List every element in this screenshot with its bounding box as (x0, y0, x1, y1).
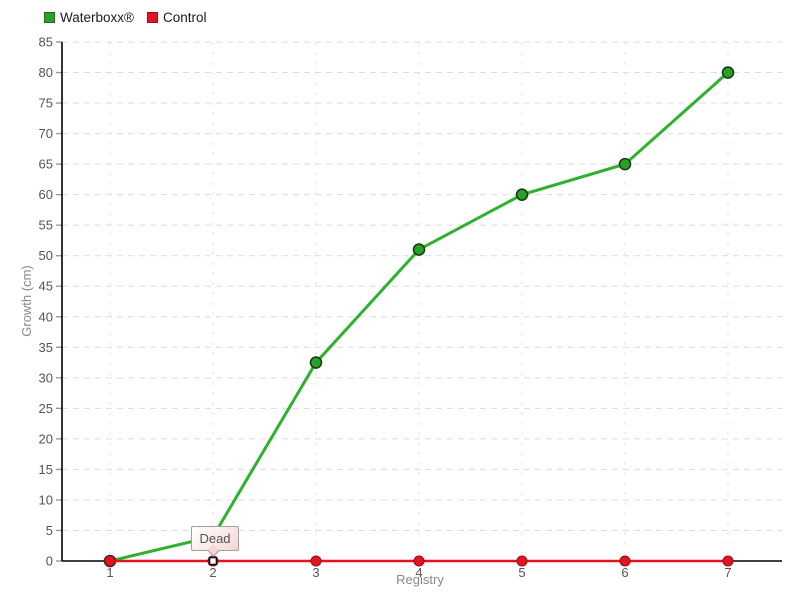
x-tick-label: 1 (106, 565, 113, 580)
y-tick-label: 10 (39, 492, 53, 507)
y-tick-label: 80 (39, 65, 53, 80)
y-tick-label: 25 (39, 401, 53, 416)
control-swatch-icon (146, 12, 158, 23)
y-tick-label: 85 (39, 35, 53, 50)
data-point-waterboxx-3[interactable] (309, 356, 323, 369)
data-point-waterboxx-7[interactable] (721, 66, 735, 79)
x-tick-label: 2 (209, 565, 216, 580)
y-tick-label: 5 (46, 523, 53, 538)
y-tick-label: 30 (39, 370, 53, 385)
data-point-control-5[interactable] (516, 555, 528, 567)
legend-item-waterboxx[interactable]: Waterboxx® (44, 10, 134, 25)
y-tick-label: 20 (39, 431, 53, 446)
x-axis-title: Registry (396, 572, 444, 587)
highlighted-point[interactable] (208, 556, 218, 566)
data-point-waterboxx-5[interactable] (515, 188, 529, 201)
y-tick-label: 15 (39, 462, 53, 477)
y-tick-label: 70 (39, 126, 53, 141)
x-tick-label: 7 (724, 565, 731, 580)
tooltip-text: Dead (199, 531, 231, 546)
legend-item-control[interactable]: Control (146, 10, 207, 25)
y-tick-label: 40 (39, 309, 53, 324)
legend-label-waterboxx: Waterboxx® (60, 10, 134, 25)
data-point-control-6[interactable] (619, 555, 631, 567)
y-tick-label: 55 (39, 218, 53, 233)
x-tick-label: 5 (518, 565, 525, 580)
waterboxx-swatch-icon (44, 12, 55, 23)
y-tick-label: 50 (39, 248, 53, 263)
y-tick-label: 45 (39, 279, 53, 294)
data-point-control-3[interactable] (310, 555, 322, 567)
y-tick-label: 60 (39, 187, 53, 202)
x-tick-label: 6 (621, 565, 628, 580)
data-point-control-7[interactable] (722, 555, 734, 567)
legend-label-control: Control (162, 10, 207, 25)
legend: Waterboxx® Control (44, 10, 207, 25)
x-tick-label: 3 (312, 565, 319, 580)
y-tick-label: 65 (39, 157, 53, 172)
data-point-waterboxx-4[interactable] (412, 243, 426, 256)
data-point-control-1[interactable] (104, 555, 116, 567)
data-point-waterboxx-6[interactable] (618, 157, 632, 171)
y-tick-label: 35 (39, 340, 53, 355)
y-tick-label: 75 (39, 96, 53, 111)
y-tick-label: 0 (46, 554, 53, 569)
x-tick-label: 4 (415, 565, 422, 580)
data-point-control-4[interactable] (413, 555, 425, 567)
tooltip: Dead (191, 526, 239, 557)
y-axis-title: Growth (cm) (19, 265, 34, 337)
